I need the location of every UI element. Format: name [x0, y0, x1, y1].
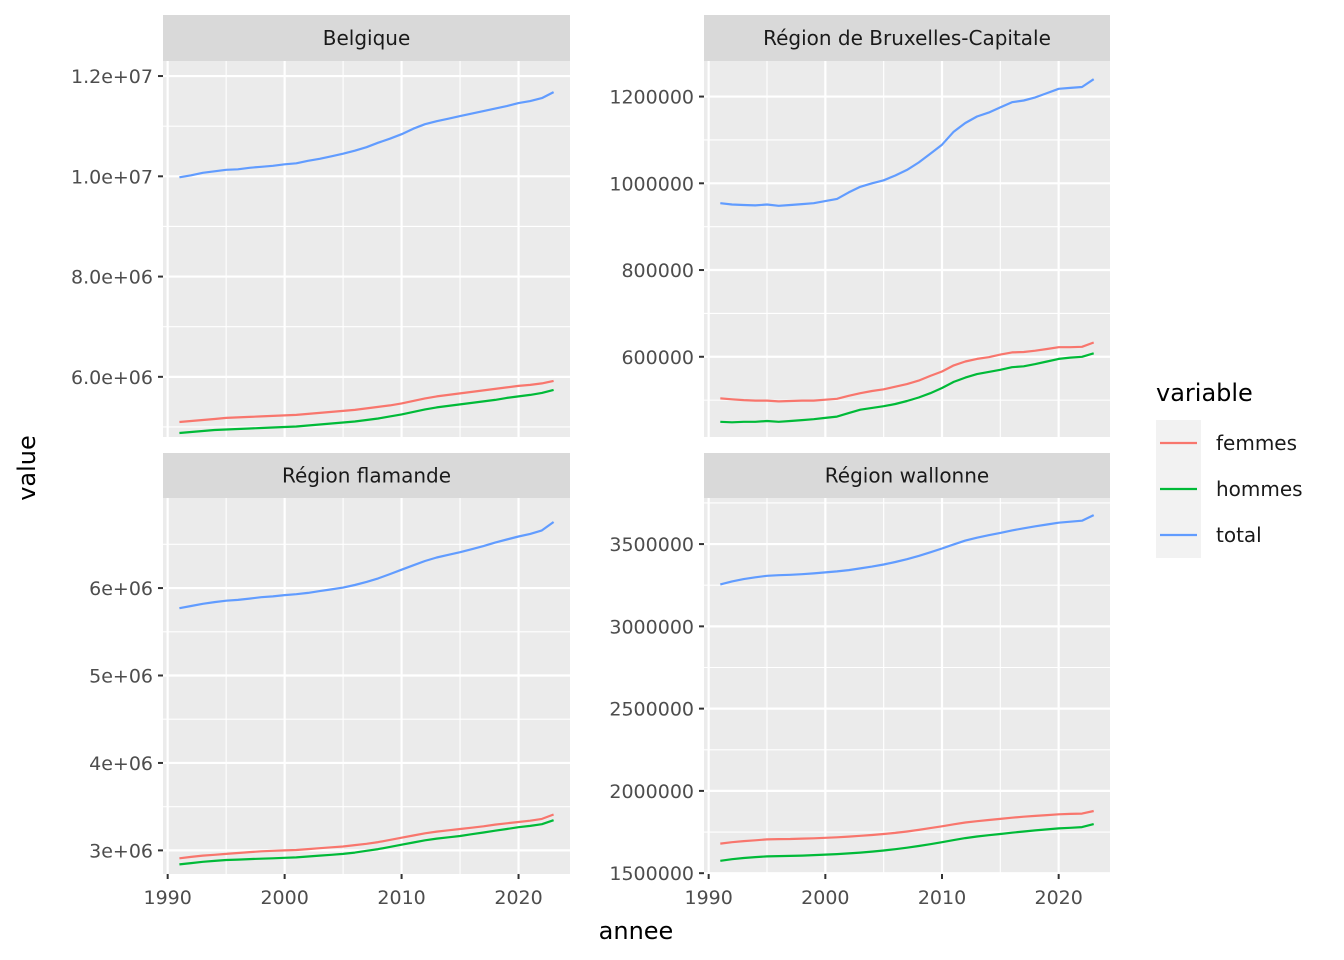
y-tick-label: 1.0e+07	[71, 166, 153, 188]
x-tick-label: 1990	[684, 887, 732, 909]
panel-strip	[163, 15, 570, 61]
y-tick-label: 2500000	[609, 699, 694, 721]
y-tick-label: 1200000	[609, 87, 694, 109]
series-line-femmes	[179, 379, 554, 424]
legend-label: hommes	[1216, 477, 1303, 501]
y-tick-label: 3500000	[609, 534, 694, 556]
series-line-total	[720, 514, 1095, 586]
y-tick-label: 800000	[621, 260, 694, 282]
panel-strip	[704, 15, 1110, 61]
y-tick-label: 600000	[621, 347, 694, 369]
y-tick-label: 3000000	[609, 616, 694, 638]
panel-background	[163, 61, 570, 437]
panel: Région de Bruxelles-Capitale 600000 800000…	[609, 15, 1110, 437]
series-line-total	[179, 521, 555, 610]
series-line-hommes	[179, 819, 554, 866]
series-line-total	[179, 91, 555, 179]
series-line-hommes	[720, 352, 1095, 424]
x-tick-label: 2000	[801, 887, 849, 909]
panel-strip	[704, 453, 1110, 498]
panel: Région flamande 3e+06 4e+06 5e+06 6e+06 1990 2…	[89, 453, 570, 909]
panel: Région wallonne 1500000 2000000 2500000 3000…	[609, 453, 1110, 909]
x-tick-label: 2010	[377, 887, 425, 909]
y-tick-label: 1000000	[609, 173, 694, 195]
panel-background	[704, 61, 1110, 437]
panel-title: Région flamande	[282, 464, 451, 488]
series-line-hommes	[720, 823, 1094, 862]
x-tick-label: 2020	[494, 887, 542, 909]
panels-group: Belgique 6.0e+06 8.0e+06 1.0e+07 1.2e+07 Régi…	[71, 15, 1110, 909]
panel-background	[704, 498, 1110, 874]
y-tick-label: 3e+06	[89, 840, 153, 862]
x-tick-label: 1990	[143, 887, 191, 909]
y-tick-label: 5e+06	[89, 666, 153, 688]
panel-title: Région de Bruxelles-Capitale	[763, 26, 1051, 50]
y-tick-label: 6.0e+06	[71, 367, 153, 389]
legend-label: total	[1216, 523, 1262, 547]
x-tick-label: 2000	[260, 887, 308, 909]
panel-strip	[163, 453, 570, 498]
y-tick-label: 1500000	[609, 863, 694, 885]
series-line-hommes	[179, 388, 554, 435]
series-line-femmes	[720, 341, 1095, 403]
x-tick-label: 2010	[918, 887, 966, 909]
y-axis-title: value	[13, 435, 41, 501]
y-tick-label: 6e+06	[89, 578, 153, 600]
y-tick-label: 2000000	[609, 781, 694, 803]
panel-background	[163, 498, 570, 874]
y-tick-label: 1.2e+07	[71, 66, 153, 88]
legend-title: variable	[1156, 379, 1253, 407]
series-line-femmes	[179, 813, 554, 860]
panel-title: Région wallonne	[825, 464, 989, 488]
legend: variable femmes hommes total	[1156, 379, 1303, 558]
legend-label: femmes	[1216, 431, 1297, 455]
panel: Belgique 6.0e+06 8.0e+06 1.0e+07 1.2e+07	[71, 15, 570, 437]
panel-title: Belgique	[323, 26, 411, 50]
y-tick-label: 4e+06	[89, 753, 153, 775]
x-tick-label: 2020	[1034, 887, 1082, 909]
series-line-femmes	[720, 809, 1094, 845]
y-tick-label: 8.0e+06	[71, 267, 153, 289]
series-line-total	[720, 78, 1095, 207]
x-axis-title: annee	[599, 917, 674, 945]
